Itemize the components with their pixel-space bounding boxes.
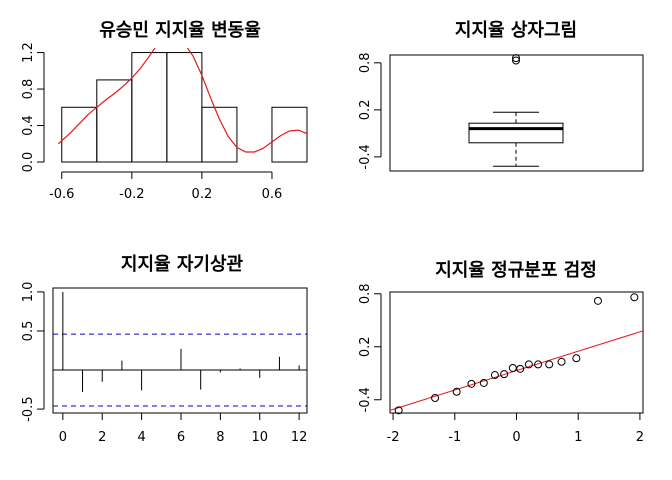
qq-point-6 bbox=[500, 370, 509, 379]
qq-x-tick-label-4: 2 bbox=[636, 430, 644, 445]
qq-point-1 bbox=[431, 393, 440, 402]
boxplot-y-tick-label-1: 0.2 bbox=[358, 100, 373, 121]
qq-point-11 bbox=[545, 360, 554, 369]
qq-point-15 bbox=[630, 293, 639, 302]
qq-x-tick-label-1: -1 bbox=[448, 430, 461, 445]
qq-reference-line bbox=[389, 330, 644, 411]
histogram-y-tick-label-0: 0.0 bbox=[21, 152, 36, 173]
histogram-bin-6 bbox=[271, 106, 308, 163]
acf-x-tick-label-0: 0 bbox=[59, 430, 67, 445]
histogram-x-tick-label-2: 0.2 bbox=[192, 187, 213, 202]
histogram-bin-3 bbox=[166, 52, 203, 163]
boxplot-outlier-0 bbox=[512, 56, 520, 65]
acf-y-tick-label-0: -0.5 bbox=[21, 396, 36, 421]
qq-y-tick-label-0: -0.4 bbox=[358, 387, 373, 412]
qq-point-0 bbox=[394, 406, 403, 415]
boxplot-box bbox=[468, 122, 564, 144]
qq-x-tick-label-0: -2 bbox=[387, 430, 400, 445]
histogram-bin-0 bbox=[61, 106, 98, 163]
qq-point-4 bbox=[479, 378, 488, 387]
qq-point-12 bbox=[557, 357, 566, 366]
acf-x-tick-label-6: 12 bbox=[291, 430, 308, 445]
acf-x-tick-label-1: 2 bbox=[98, 430, 106, 445]
acf-frame bbox=[52, 287, 308, 414]
acf-x-tick-label-4: 8 bbox=[216, 430, 224, 445]
acf-x-tick-label-2: 4 bbox=[137, 430, 145, 445]
qq-point-2 bbox=[452, 387, 461, 396]
boxplot-y-tick-label-0: -0.4 bbox=[358, 144, 373, 169]
acf-x-tick-label-3: 6 bbox=[177, 430, 185, 445]
qq-point-8 bbox=[516, 364, 525, 373]
boxplot-panel: 지지율 상자그림 -0.4 0.2 0.8 bbox=[358, 20, 644, 172]
histogram-x-tick-label-0: -0.6 bbox=[49, 187, 74, 202]
qq-point-5 bbox=[490, 371, 499, 380]
histogram-density-curve bbox=[57, 48, 307, 153]
qq-x-tick-label-3: 1 bbox=[574, 430, 582, 445]
histogram-bin-2 bbox=[131, 52, 168, 163]
qq-title: 지지율 정규분포 검정 bbox=[435, 260, 597, 281]
qq-panel: 지지율 정규분포 검정 -2 -1 0 1 2 -0.4 0.2 0.8 bbox=[358, 260, 644, 445]
histogram-bin-1 bbox=[96, 79, 133, 163]
boxplot-outlier-1 bbox=[512, 54, 520, 63]
qq-point-9 bbox=[524, 360, 533, 369]
histogram-title: 유승민 지지율 변동율 bbox=[99, 20, 261, 41]
histogram-y-tick-label-3: 1.2 bbox=[21, 42, 36, 63]
acf-y-tick-label-1: 0.5 bbox=[21, 321, 36, 342]
histogram-bin-4 bbox=[201, 106, 238, 163]
histogram-y-tick-label-2: 0.8 bbox=[21, 79, 36, 100]
qq-point-7 bbox=[508, 363, 517, 372]
histogram-x-tick-label-1: -0.2 bbox=[119, 187, 144, 202]
acf-y-tick-label-2: 1.0 bbox=[21, 282, 36, 303]
histogram-y-tick-label-1: 0.4 bbox=[21, 115, 36, 136]
qq-point-3 bbox=[467, 379, 476, 388]
acf-title: 지지율 자기상관 bbox=[121, 254, 244, 275]
qq-point-10 bbox=[534, 360, 543, 369]
qq-y-tick-label-1: 0.2 bbox=[358, 336, 373, 357]
qq-point-14 bbox=[593, 296, 602, 305]
boxplot-title: 지지율 상자그림 bbox=[455, 20, 577, 41]
qq-point-13 bbox=[572, 354, 581, 363]
qq-frame bbox=[389, 291, 644, 414]
acf-x-tick-label-5: 10 bbox=[251, 430, 268, 445]
qq-x-tick-label-2: 0 bbox=[512, 430, 520, 445]
acf-panel: 지지율 자기상관 0 2 4 6 8 10 12 -0.5 0.5 1.0 bbox=[21, 254, 308, 445]
qq-y-tick-label-2: 0.8 bbox=[358, 283, 373, 304]
boxplot-y-tick-label-2: 0.8 bbox=[358, 52, 373, 73]
histogram-panel: 유승민 지지율 변동율 -0.6 -0.2 0.2 0.6 0.0 0.4 0.8 1.2 bbox=[21, 20, 308, 202]
histogram-x-tick-label-3: 0.6 bbox=[262, 187, 283, 202]
